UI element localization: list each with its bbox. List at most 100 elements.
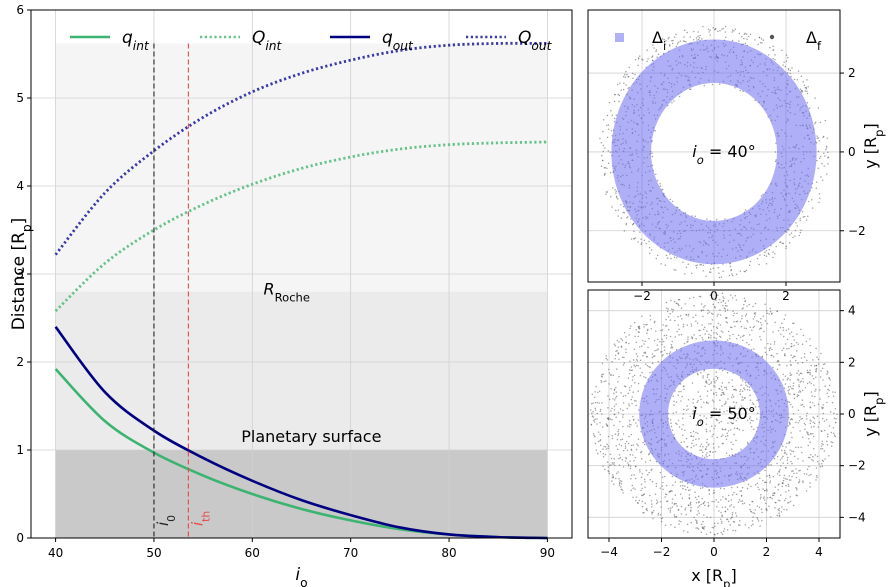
scatter-point bbox=[618, 94, 621, 97]
scatter-point bbox=[622, 88, 625, 91]
scatter-point bbox=[705, 428, 708, 431]
scatter-point bbox=[792, 236, 794, 239]
scatter-point bbox=[707, 309, 709, 311]
scatter-point bbox=[709, 516, 712, 519]
scatter-point bbox=[611, 437, 614, 440]
scatter-point bbox=[796, 494, 798, 497]
scatter-point bbox=[821, 407, 824, 410]
scatter-point bbox=[834, 407, 837, 410]
scatter-point bbox=[634, 335, 636, 338]
scatter-point bbox=[808, 107, 811, 109]
scatter-point bbox=[655, 330, 657, 332]
scatter-point bbox=[720, 511, 722, 514]
scatter-point bbox=[661, 476, 664, 478]
scatter-point bbox=[786, 459, 789, 461]
scatter-point bbox=[769, 343, 772, 345]
scatter-point bbox=[770, 313, 773, 315]
scatter-point bbox=[611, 461, 614, 464]
scatter-point bbox=[648, 246, 651, 249]
scatter-point bbox=[735, 419, 738, 422]
scatter-point bbox=[654, 130, 657, 132]
scatter-point bbox=[780, 511, 783, 513]
scatter-point bbox=[804, 428, 806, 431]
scatter-point bbox=[726, 508, 729, 511]
scatter-point bbox=[627, 464, 630, 467]
scatter-point bbox=[694, 215, 696, 218]
scatter-point bbox=[783, 477, 785, 479]
scatter-point bbox=[782, 64, 784, 66]
scatter-point bbox=[624, 394, 627, 397]
scatter-point bbox=[752, 419, 754, 422]
scatter-point bbox=[702, 527, 704, 529]
scatter-point bbox=[710, 334, 712, 337]
scatter-point bbox=[688, 494, 691, 496]
scatter-point bbox=[679, 481, 682, 483]
scatter-point bbox=[811, 198, 813, 201]
scatter-point bbox=[817, 137, 820, 139]
scatter-point bbox=[616, 395, 618, 398]
scatter-point bbox=[641, 494, 644, 497]
scatter-point bbox=[640, 483, 643, 485]
scatter-point bbox=[817, 426, 819, 428]
series-line-Q-int bbox=[54, 140, 548, 312]
scatter-point bbox=[594, 435, 596, 438]
scatter-point bbox=[816, 135, 818, 137]
scatter-point bbox=[747, 321, 749, 323]
scatter-point bbox=[637, 335, 640, 338]
scatter-point bbox=[690, 325, 693, 327]
scatter-point bbox=[704, 456, 706, 459]
scatter-point bbox=[781, 349, 783, 352]
scatter-point bbox=[823, 152, 825, 154]
scatter-point bbox=[810, 426, 813, 428]
scatter-point bbox=[739, 320, 742, 323]
scatter-point bbox=[696, 264, 699, 266]
scatter-point bbox=[622, 449, 625, 452]
scatter-point bbox=[662, 488, 664, 491]
scatter-point bbox=[605, 355, 608, 357]
scatter-point bbox=[684, 303, 686, 305]
scatter-point bbox=[637, 390, 639, 392]
scatter-point bbox=[721, 369, 724, 372]
scatter-point bbox=[602, 373, 604, 375]
scatter-point bbox=[733, 427, 736, 429]
scatter-point bbox=[602, 453, 605, 455]
scatter-point bbox=[732, 310, 734, 313]
scatter-point bbox=[795, 222, 797, 224]
scatter-point bbox=[675, 256, 678, 259]
scatter-point bbox=[792, 504, 795, 507]
scatter-point bbox=[656, 344, 659, 346]
scatter-point bbox=[728, 274, 731, 277]
scatter-point bbox=[802, 381, 805, 383]
scatter-point bbox=[606, 358, 609, 361]
scatter-point bbox=[677, 419, 680, 422]
scatter-point bbox=[683, 408, 685, 411]
scatter-point bbox=[732, 396, 735, 398]
scatter-point bbox=[791, 436, 793, 439]
scatter-point bbox=[774, 253, 776, 255]
scatter-point bbox=[768, 347, 771, 350]
scatter-point bbox=[682, 434, 684, 436]
scatter-point bbox=[726, 305, 728, 307]
scatter-point bbox=[725, 401, 727, 403]
scatter-point bbox=[759, 254, 761, 256]
y-tick-label-0: 0 bbox=[16, 531, 24, 545]
scatter-point bbox=[630, 369, 632, 372]
scatter-point bbox=[772, 45, 774, 47]
scatter-point bbox=[781, 485, 783, 488]
scatter-point bbox=[797, 343, 799, 345]
scatter-point bbox=[795, 446, 797, 449]
scatter-point bbox=[601, 413, 603, 415]
scatter-point bbox=[718, 415, 720, 417]
scatter-point bbox=[728, 381, 730, 384]
scatter-point bbox=[797, 394, 800, 397]
scatter-point bbox=[799, 391, 802, 393]
scatter-point bbox=[629, 465, 632, 467]
scatter-point bbox=[746, 385, 749, 388]
scatter-point bbox=[798, 419, 801, 422]
scatter-point bbox=[720, 385, 723, 388]
scatter-point bbox=[661, 343, 663, 346]
scatter-point bbox=[627, 216, 629, 218]
scatter-point bbox=[672, 412, 675, 414]
scatter-point bbox=[823, 450, 826, 452]
scatter-point bbox=[592, 410, 594, 413]
